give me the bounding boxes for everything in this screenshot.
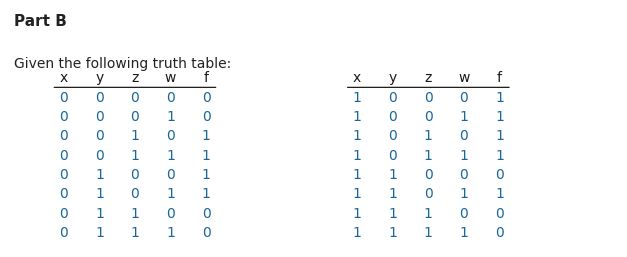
Text: 0: 0 — [202, 226, 211, 240]
Text: y: y — [389, 71, 397, 85]
Text: 0: 0 — [95, 91, 103, 105]
Text: 1: 1 — [353, 149, 362, 163]
Text: 1: 1 — [130, 129, 139, 143]
Text: 1: 1 — [95, 168, 104, 182]
Text: 1: 1 — [130, 207, 139, 221]
Text: 1: 1 — [353, 129, 362, 143]
Text: 0: 0 — [460, 168, 468, 182]
Text: 0: 0 — [202, 207, 211, 221]
Text: 1: 1 — [495, 187, 504, 201]
Text: 0: 0 — [388, 149, 397, 163]
Text: 1: 1 — [353, 110, 362, 124]
Text: 0: 0 — [495, 207, 504, 221]
Text: 0: 0 — [495, 226, 504, 240]
Text: 1: 1 — [202, 187, 211, 201]
Text: 1: 1 — [460, 226, 468, 240]
Text: 0: 0 — [460, 91, 468, 105]
Text: y: y — [95, 71, 103, 85]
Text: 1: 1 — [353, 168, 362, 182]
Text: 0: 0 — [130, 168, 139, 182]
Text: 1: 1 — [353, 226, 362, 240]
Text: 1: 1 — [495, 110, 504, 124]
Text: 1: 1 — [353, 207, 362, 221]
Text: 1: 1 — [166, 226, 175, 240]
Text: 0: 0 — [60, 207, 68, 221]
Text: 0: 0 — [495, 168, 504, 182]
Text: 1: 1 — [495, 149, 504, 163]
Text: 0: 0 — [130, 110, 139, 124]
Text: 0: 0 — [388, 129, 397, 143]
Text: 1: 1 — [95, 226, 104, 240]
Text: 1: 1 — [166, 149, 175, 163]
Text: 0: 0 — [424, 168, 433, 182]
Text: 1: 1 — [424, 226, 433, 240]
Text: z: z — [424, 71, 432, 85]
Text: 1: 1 — [130, 149, 139, 163]
Text: 0: 0 — [130, 91, 139, 105]
Text: 0: 0 — [95, 110, 103, 124]
Text: 1: 1 — [424, 149, 433, 163]
Text: 1: 1 — [495, 91, 504, 105]
Text: 0: 0 — [424, 187, 433, 201]
Text: f: f — [497, 71, 502, 85]
Text: 1: 1 — [388, 187, 398, 201]
Text: 1: 1 — [353, 91, 362, 105]
Text: 0: 0 — [60, 110, 68, 124]
Text: 1: 1 — [95, 187, 104, 201]
Text: Given the following truth table:: Given the following truth table: — [14, 57, 231, 71]
Text: x: x — [353, 71, 361, 85]
Text: 0: 0 — [424, 110, 433, 124]
Text: 1: 1 — [130, 226, 139, 240]
Text: 0: 0 — [60, 187, 68, 201]
Text: 1: 1 — [460, 110, 468, 124]
Text: 0: 0 — [388, 91, 397, 105]
Text: 0: 0 — [60, 149, 68, 163]
Text: 0: 0 — [202, 110, 211, 124]
Text: 0: 0 — [460, 207, 468, 221]
Text: 0: 0 — [60, 91, 68, 105]
Text: 1: 1 — [424, 129, 433, 143]
Text: 0: 0 — [166, 168, 175, 182]
Text: 1: 1 — [388, 168, 398, 182]
Text: 1: 1 — [166, 110, 175, 124]
Text: w: w — [165, 71, 176, 85]
Text: f: f — [204, 71, 209, 85]
Text: 1: 1 — [166, 187, 175, 201]
Text: 1: 1 — [202, 168, 211, 182]
Text: 0: 0 — [130, 187, 139, 201]
Text: 0: 0 — [166, 91, 175, 105]
Text: 1: 1 — [388, 226, 398, 240]
Text: 0: 0 — [424, 91, 433, 105]
Text: z: z — [131, 71, 139, 85]
Text: 0: 0 — [166, 129, 175, 143]
Text: 1: 1 — [495, 129, 504, 143]
Text: 1: 1 — [424, 207, 433, 221]
Text: 0: 0 — [460, 129, 468, 143]
Text: 0: 0 — [60, 168, 68, 182]
Text: 1: 1 — [95, 207, 104, 221]
Text: 1: 1 — [460, 149, 468, 163]
Text: w: w — [458, 71, 470, 85]
Text: 0: 0 — [202, 91, 211, 105]
Text: 1: 1 — [353, 187, 362, 201]
Text: 1: 1 — [202, 129, 211, 143]
Text: x: x — [60, 71, 68, 85]
Text: 0: 0 — [95, 129, 103, 143]
Text: 1: 1 — [460, 187, 468, 201]
Text: 1: 1 — [388, 207, 398, 221]
Text: 0: 0 — [60, 226, 68, 240]
Text: 0: 0 — [166, 207, 175, 221]
Text: 0: 0 — [95, 149, 103, 163]
Text: 1: 1 — [202, 149, 211, 163]
Text: 0: 0 — [388, 110, 397, 124]
Text: Part B: Part B — [14, 14, 66, 29]
Text: 0: 0 — [60, 129, 68, 143]
